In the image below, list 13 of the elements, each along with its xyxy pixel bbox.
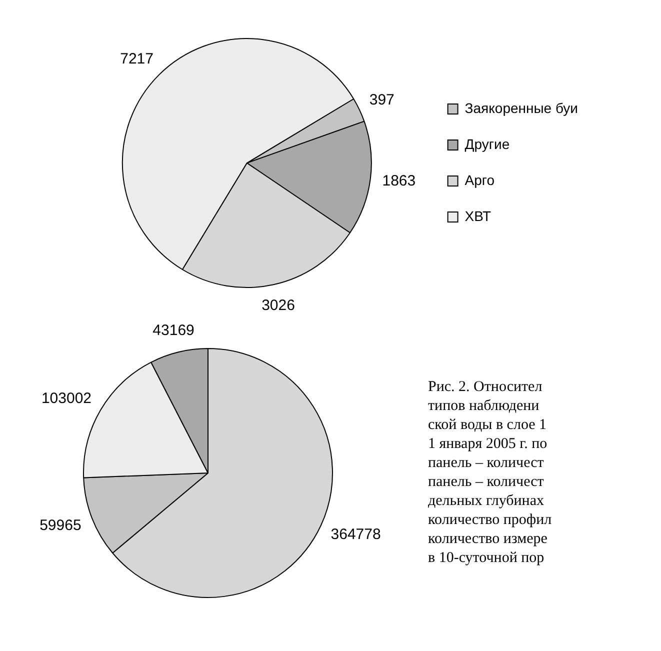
data-label: 364778 [330,526,381,544]
legend-label: Другие [464,136,510,152]
data-label: 3026 [262,297,295,314]
data-label: 397 [369,92,394,109]
data-label: 1863 [382,172,416,190]
data-label: 59965 [40,516,82,534]
legend-label: Арго [464,172,495,188]
legend-label: ХВТ [464,208,492,224]
legend-label: Заякоренные буи [464,100,578,116]
data-label: 7217 [120,50,154,68]
data-label: 43169 [152,322,194,339]
data-label: 103002 [41,390,92,408]
text: Рис. 2. Относител типов наблюдени ской воды в слое 1 1 января 2005 г. по панель – количест панель – количест дельных глубинах количество профил количество измере в 10-суточной пор [428,379,552,566]
